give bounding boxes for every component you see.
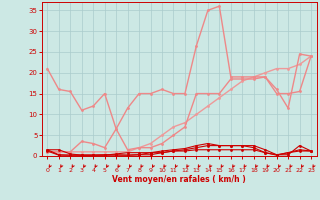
- X-axis label: Vent moyen/en rafales ( km/h ): Vent moyen/en rafales ( km/h ): [112, 175, 246, 184]
